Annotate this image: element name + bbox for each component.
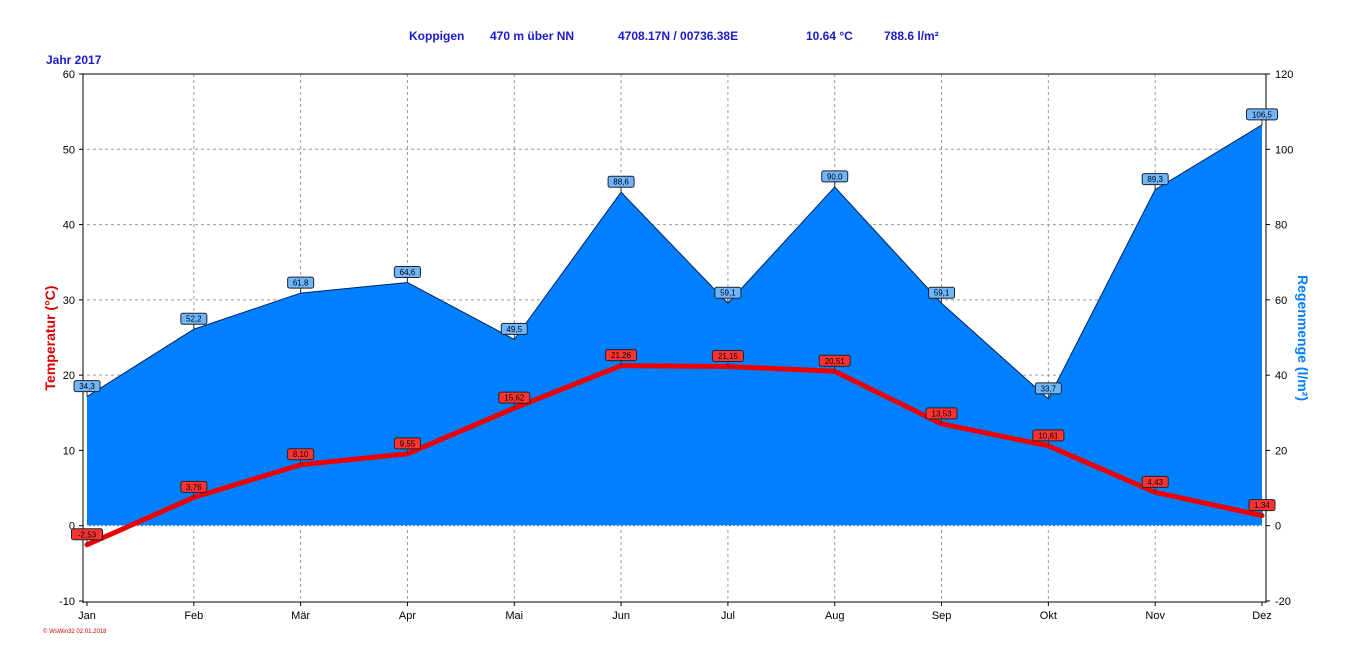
left-tick-label: 40 bbox=[63, 220, 75, 232]
left-tick-label: -10 bbox=[59, 596, 75, 608]
rain-area-outline bbox=[86, 124, 1263, 400]
left-tick-label: 20 bbox=[63, 370, 75, 382]
rain-value-label-box bbox=[73, 380, 101, 393]
temperature-value-label-box bbox=[287, 448, 315, 461]
temperature-value-label: 8,10 bbox=[293, 450, 309, 459]
rain-value-label-box bbox=[180, 312, 208, 325]
temperature-value-label: 10,61 bbox=[1038, 431, 1059, 440]
rain-value-label-box bbox=[393, 266, 421, 279]
year-label: Jahr 2017 bbox=[46, 53, 102, 67]
rain-value-label: 34,3 bbox=[79, 382, 95, 391]
axes bbox=[79, 73, 1270, 606]
x-tick-label: Mär bbox=[291, 610, 310, 622]
total-rainfall: 788.6 l/m² bbox=[884, 29, 939, 43]
x-tick-label: Feb bbox=[184, 610, 203, 622]
x-tick-label: Sep bbox=[932, 610, 952, 622]
temperature-value-label-box bbox=[498, 391, 531, 404]
rain-value-label: 88,6 bbox=[613, 178, 629, 187]
rain-value-label: 59,1 bbox=[934, 289, 950, 298]
temperature-value-label: 21,26 bbox=[611, 351, 632, 360]
right-tick-label: 40 bbox=[1275, 370, 1287, 382]
footer-credit: © WsWin32 02.01.2018 bbox=[43, 628, 107, 635]
rain-value-label: 49,5 bbox=[506, 325, 522, 334]
rain-value-label-box bbox=[928, 286, 956, 299]
temperature-value-label-box bbox=[818, 354, 851, 367]
left-tick-label: 60 bbox=[63, 69, 75, 81]
temperature-value-label-box bbox=[1141, 475, 1169, 488]
rain-value-label: 90,0 bbox=[827, 172, 843, 181]
x-tick-label: Okt bbox=[1040, 610, 1057, 622]
data-labels: 34,3 52,2 61,8 64,6 49,5 88,6 59,1 90,0 59,1 33,7… bbox=[71, 108, 1278, 545]
rain-value-label: 52,2 bbox=[186, 315, 202, 324]
temperature-value-label: 21,15 bbox=[718, 352, 739, 361]
temperature-value-label-box bbox=[180, 480, 208, 493]
rain-area bbox=[86, 124, 1263, 526]
rain-area-fill bbox=[87, 124, 1262, 526]
x-tick-label: Dez bbox=[1252, 610, 1272, 622]
temperature-value-label-box bbox=[1248, 499, 1276, 512]
station-name: Koppigen bbox=[409, 29, 464, 43]
x-tick-label: Jun bbox=[612, 610, 630, 622]
rain-value-label-box bbox=[821, 170, 849, 183]
station-altitude: 470 m über NN bbox=[490, 29, 574, 43]
right-tick-label: 0 bbox=[1275, 521, 1281, 533]
right-axis-title: Regenmenge (l/m²) bbox=[1295, 275, 1311, 401]
left-tick-label: 50 bbox=[63, 144, 75, 156]
tick-labels: -10 0 10 20 30 40 50 60 -20 0 20 40 60 80 100 120 Jan Feb… bbox=[59, 69, 1293, 622]
right-tick-label: 20 bbox=[1275, 445, 1287, 457]
right-tick-label: 120 bbox=[1275, 69, 1293, 81]
rain-value-label-box bbox=[500, 322, 528, 335]
temperature-line bbox=[84, 363, 1265, 548]
temperature-value-label: -2,53 bbox=[78, 530, 97, 539]
temperature-value-label-box bbox=[605, 349, 638, 362]
temperature-value-label: 20,51 bbox=[825, 357, 846, 366]
temperature-value-label: 1,34 bbox=[1254, 501, 1270, 510]
station-coordinates: 4708.17N / 00736.38E bbox=[618, 29, 738, 43]
rain-value-label: 33,7 bbox=[1041, 384, 1057, 393]
left-tick-label: 0 bbox=[69, 521, 75, 533]
x-tick-label: Jan bbox=[78, 610, 96, 622]
x-tick-label: Jul bbox=[721, 610, 735, 622]
temperature-value-label-box bbox=[925, 407, 958, 420]
right-tick-label: 80 bbox=[1275, 220, 1287, 232]
rain-value-label: 106,5 bbox=[1252, 110, 1273, 119]
x-tick-label: Mai bbox=[505, 610, 523, 622]
x-tick-label: Nov bbox=[1145, 610, 1165, 622]
rain-value-label-box bbox=[607, 175, 635, 188]
temperature-value-label: 9,55 bbox=[400, 439, 416, 448]
rain-value-label: 59,1 bbox=[720, 289, 736, 298]
x-tick-label: Aug bbox=[825, 610, 845, 622]
left-tick-label: 10 bbox=[63, 445, 75, 457]
rain-value-label-box bbox=[714, 286, 742, 299]
temperature-value-label: 13,53 bbox=[932, 409, 953, 418]
temperature-value-label: 4,43 bbox=[1147, 478, 1163, 487]
rain-value-label: 89,3 bbox=[1147, 175, 1163, 184]
mean-temperature: 10.64 °C bbox=[806, 29, 853, 43]
rain-value-label-box bbox=[1141, 173, 1169, 186]
temperature-value-label: 3,76 bbox=[186, 483, 202, 492]
left-tick-label: 30 bbox=[63, 295, 75, 307]
temperature-value-label: 15,62 bbox=[504, 394, 525, 403]
temperature-value-label-box bbox=[711, 349, 744, 362]
temperature-value-label-box bbox=[393, 437, 421, 450]
x-tick-label: Apr bbox=[399, 610, 416, 622]
right-tick-label: 60 bbox=[1275, 295, 1287, 307]
right-tick-label: -20 bbox=[1275, 596, 1291, 608]
temperature-value-label-box bbox=[71, 528, 103, 541]
temperature-series-line bbox=[84, 363, 1265, 548]
left-axis-title: Temperatur (°C) bbox=[42, 286, 58, 391]
rain-value-label-box bbox=[1246, 108, 1278, 121]
rain-value-label: 64,6 bbox=[400, 268, 416, 277]
right-tick-label: 100 bbox=[1275, 144, 1293, 156]
rain-value-label-box bbox=[287, 276, 315, 289]
rain-value-label: 61,8 bbox=[293, 279, 309, 288]
temperature-value-label-box bbox=[1032, 429, 1065, 442]
rain-value-label-box bbox=[1034, 382, 1062, 395]
